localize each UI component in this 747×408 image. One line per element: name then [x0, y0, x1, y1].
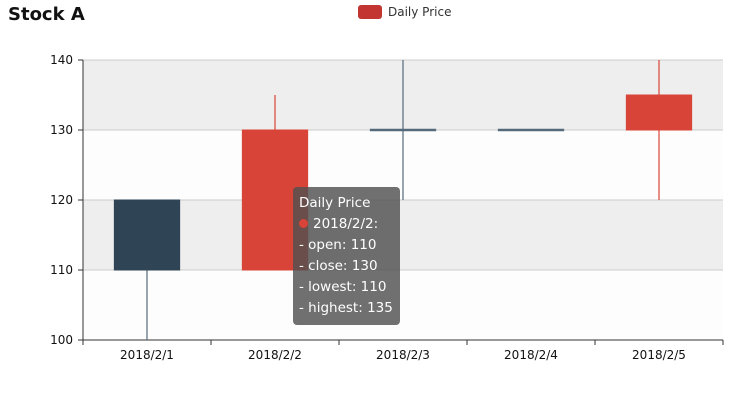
grid-band: [83, 270, 723, 340]
x-tick-label: 2018/2/5: [632, 348, 686, 362]
grid-band: [83, 200, 723, 270]
y-tick-label: 100: [50, 333, 73, 347]
y-tick-label: 120: [50, 193, 73, 207]
y-tick-label: 140: [50, 53, 73, 67]
x-tick-label: 2018/2/2: [248, 348, 302, 362]
candle-body[interactable]: [497, 128, 565, 132]
x-tick-label: 2018/2/4: [504, 348, 558, 362]
candle-body[interactable]: [625, 94, 693, 131]
x-tick-label: 2018/2/3: [376, 348, 430, 362]
chart-title: Stock A: [8, 4, 85, 25]
legend-label: Daily Price: [388, 5, 452, 19]
candle-body[interactable]: [369, 128, 437, 132]
x-tick-label: 2018/2/1: [120, 348, 174, 362]
legend-swatch: [358, 5, 382, 19]
y-tick-label: 130: [50, 123, 73, 137]
y-tick-label: 110: [50, 263, 73, 277]
candle-body[interactable]: [113, 199, 181, 271]
candle-body[interactable]: [241, 129, 309, 271]
legend-item-daily-price[interactable]: Daily Price: [358, 5, 451, 19]
